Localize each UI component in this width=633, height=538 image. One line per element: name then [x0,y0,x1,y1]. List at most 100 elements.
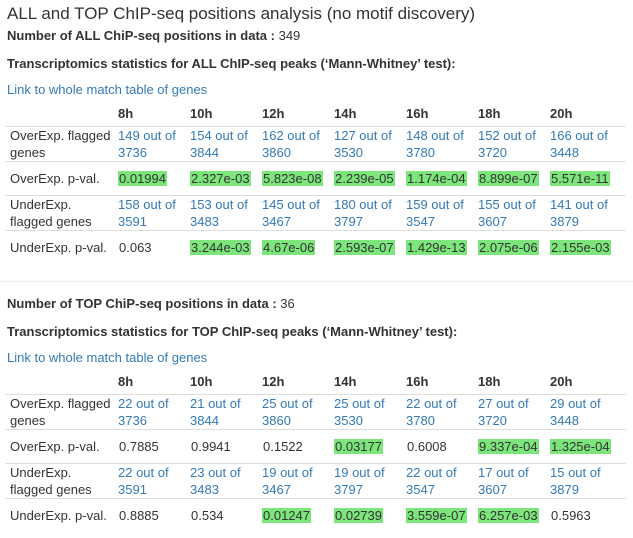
gene-count-link[interactable]: 141 out of 3879 [550,197,608,229]
all-stats-title: Transcriptomics statistics for ALL ChIP-… [7,56,456,71]
significant-pvalue: 5.823e-08 [262,171,323,186]
gene-count-cell: 29 out of 3448 [550,394,626,430]
gene-count-cell: 15 out of 3879 [550,463,626,499]
pvalue-cell: 1.325e-04 [550,429,626,464]
pvalue: 0.063 [119,240,152,255]
pvalue-cell: 0.1522 [262,429,334,464]
pvalue-cell: 3.559e-07 [406,498,478,532]
gene-count-link[interactable]: 162 out of 3860 [262,128,320,160]
gene-count-link[interactable]: 22 out of 3780 [406,396,457,428]
gene-count-cell: 19 out of 3467 [262,463,334,499]
top-stats-table: 8h 10h 12h 14h 16h 18h 20h OverExp. flagged ge… [5,368,626,532]
row-label: OverExp. p-val. [5,429,118,464]
significant-pvalue: 2.593e-07 [334,240,395,255]
gene-count-link[interactable]: 22 out of 3591 [118,465,169,497]
gene-count-link[interactable]: 145 out of 3467 [262,197,320,229]
gene-count-link[interactable]: 29 out of 3448 [550,396,601,428]
gene-count-link[interactable]: 148 out of 3780 [406,128,464,160]
gene-count-cell: 21 out of 3844 [190,394,262,430]
significant-pvalue: 1.174e-04 [406,171,467,186]
pvalue-cell: 0.5963 [550,498,626,532]
gene-count-cell: 148 out of 3780 [406,126,478,162]
column-header: 16h [406,105,429,121]
gene-count-link[interactable]: 127 out of 3530 [334,128,392,160]
significant-pvalue: 1.325e-04 [550,439,611,454]
gene-count-cell: 25 out of 3530 [334,394,406,430]
gene-count-link[interactable]: 23 out of 3483 [190,465,241,497]
pvalue-cell: 1.429e-13 [406,230,478,264]
pvalue-cell: 2.155e-03 [550,230,626,264]
table-row: OverExp. flagged genes 22 out of 3736 21 o… [5,394,626,430]
gene-count-cell: 155 out of 3607 [478,195,550,231]
top-stats-title: Transcriptomics statistics for TOP ChIP-… [7,324,458,339]
column-header: 18h [478,373,501,389]
row-label: OverExp. flagged genes [5,126,118,162]
gene-count-link[interactable]: 158 out of 3591 [118,197,176,229]
significant-pvalue: 0.02739 [334,508,383,523]
significant-pvalue: 3.559e-07 [406,508,467,523]
table-row: UnderExp. p-val. 0.8885 0.534 0.01247 0.0273… [5,498,626,532]
gene-count-link[interactable]: 27 out of 3720 [478,396,529,428]
section-divider [0,281,633,282]
pvalue-cell: 8.899e-07 [478,161,550,196]
gene-count-link[interactable]: 19 out of 3467 [262,465,313,497]
column-header: 14h [334,105,357,121]
gene-count-cell: 27 out of 3720 [478,394,550,430]
all-match-table-link[interactable]: Link to whole match table of genes [7,82,208,97]
gene-count-link[interactable]: 19 out of 3797 [334,465,385,497]
gene-count-cell: 166 out of 3448 [550,126,626,162]
top-count-label: Number of TOP ChiP-seq positions in data… [7,296,277,311]
significant-pvalue: 1.429e-13 [406,240,467,255]
gene-count-cell: 158 out of 3591 [118,195,190,231]
gene-count-link[interactable]: 159 out of 3547 [406,197,464,229]
table-row: UnderExp. flagged genes 158 out of 3591 15… [5,195,626,231]
pvalue-cell: 4.67e-06 [262,230,334,264]
gene-count-link[interactable]: 153 out of 3483 [190,197,248,229]
gene-count-link[interactable]: 22 out of 3736 [118,396,169,428]
gene-count-link[interactable]: 166 out of 3448 [550,128,608,160]
gene-count-link[interactable]: 15 out of 3879 [550,465,601,497]
pvalue-cell: 6.257e-03 [478,498,550,532]
pvalue-cell: 0.01247 [262,498,334,532]
table-row: OverExp. flagged genes 149 out of 3736 154… [5,126,626,162]
column-header: 14h [334,373,357,389]
gene-count-link[interactable]: 25 out of 3860 [262,396,313,428]
gene-count-link[interactable]: 17 out of 3607 [478,465,529,497]
pvalue: 0.534 [191,508,224,523]
gene-count-link[interactable]: 21 out of 3844 [190,396,241,428]
significant-pvalue: 5.571e-11 [550,171,610,186]
gene-count-link[interactable]: 180 out of 3797 [334,197,392,229]
column-header: 8h [118,373,134,389]
gene-count-cell: 23 out of 3483 [190,463,262,499]
table-row: UnderExp. p-val. 0.063 3.244e-03 4.67e-06 2.… [5,230,626,264]
gene-count-link[interactable]: 155 out of 3607 [478,197,536,229]
gene-count-cell: 153 out of 3483 [190,195,262,231]
gene-count-link[interactable]: 25 out of 3530 [334,396,385,428]
significant-pvalue: 0.03177 [334,439,383,454]
all-count-value: 349 [278,28,301,43]
gene-count-link[interactable]: 22 out of 3547 [406,465,457,497]
gene-count-link[interactable]: 152 out of 3720 [478,128,536,160]
pvalue: 0.1522 [263,439,303,454]
pvalue: 0.6008 [407,439,447,454]
significant-pvalue: 9.337e-04 [478,439,539,454]
row-label: UnderExp. flagged genes [5,195,118,231]
row-label: UnderExp. p-val. [5,498,118,532]
gene-count-link[interactable]: 149 out of 3736 [118,128,176,160]
pvalue-cell: 0.063 [118,230,190,264]
pvalue-cell: 0.6008 [406,429,478,464]
table-header-row: 8h 10h 12h 14h 16h 18h 20h [5,100,626,127]
significant-pvalue: 2.075e-06 [478,240,539,255]
row-label-header [5,100,118,127]
gene-count-link[interactable]: 154 out of 3844 [190,128,248,160]
pvalue-cell: 2.327e-03 [190,161,262,196]
gene-count-cell: 17 out of 3607 [478,463,550,499]
significant-pvalue: 2.239e-05 [334,171,395,186]
significant-pvalue: 2.155e-03 [550,240,611,255]
pvalue-cell: 0.03177 [334,429,406,464]
top-match-table-link[interactable]: Link to whole match table of genes [7,350,208,365]
row-label-header [5,368,118,395]
gene-count-cell: 159 out of 3547 [406,195,478,231]
pvalue-cell: 0.534 [190,498,262,532]
